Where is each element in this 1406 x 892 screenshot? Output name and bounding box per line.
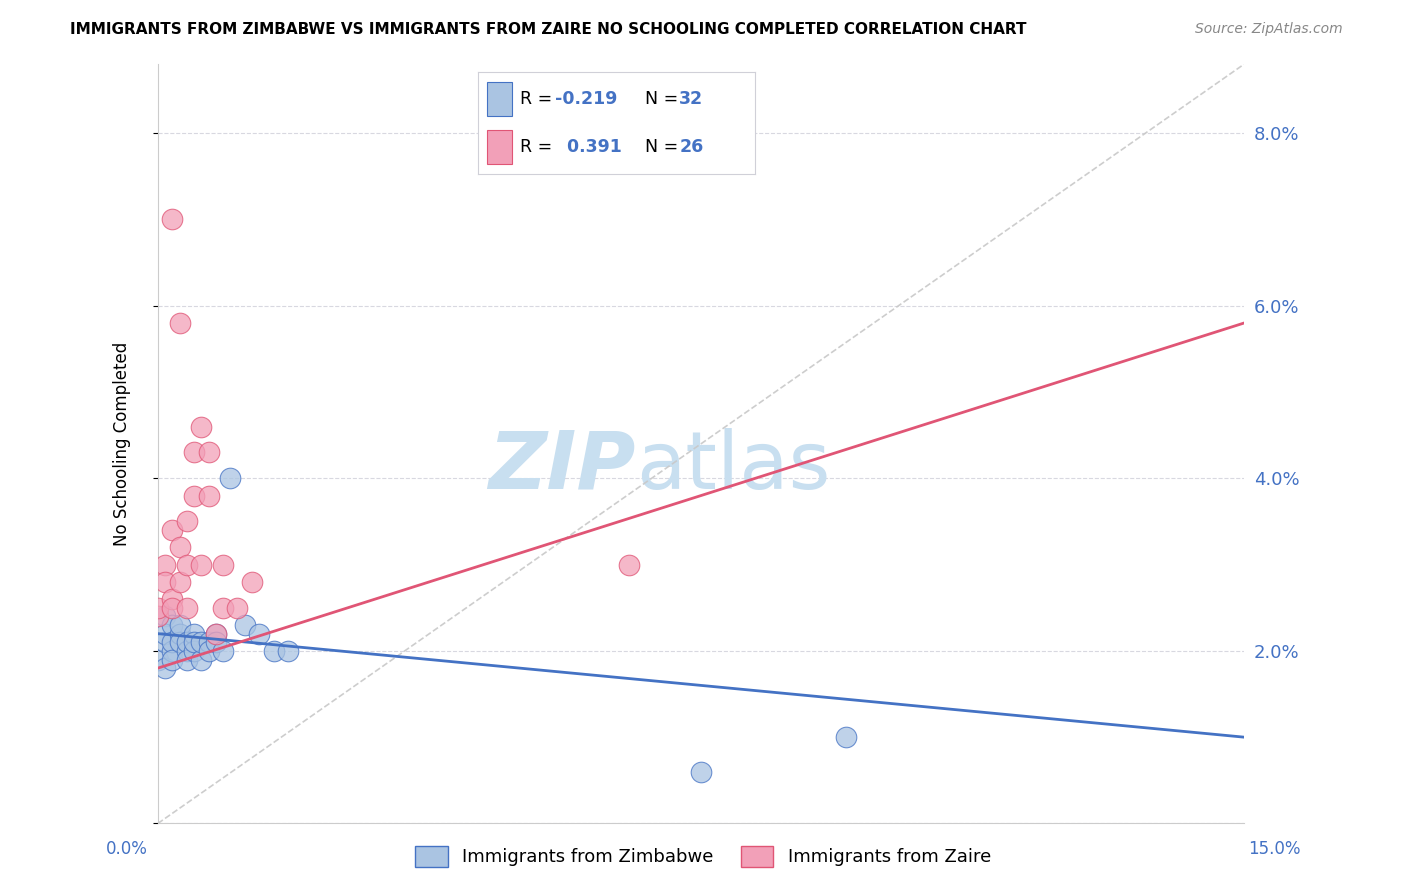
Point [183, 626, 205, 640]
Point [183, 489, 205, 503]
Point [617, 558, 640, 572]
Point [146, 609, 169, 624]
Point [190, 652, 212, 666]
Text: IMMIGRANTS FROM ZIMBABWE VS IMMIGRANTS FROM ZAIRE NO SCHOOLING COMPLETED CORRELA: IMMIGRANTS FROM ZIMBABWE VS IMMIGRANTS F… [70, 22, 1026, 37]
Point [146, 652, 169, 666]
Point [204, 626, 226, 640]
Point [153, 626, 176, 640]
Point [162, 592, 184, 607]
Point [190, 419, 212, 434]
Point [153, 609, 176, 624]
Point [153, 661, 176, 675]
Point [176, 515, 198, 529]
Text: 0.0%: 0.0% [105, 840, 148, 858]
Point [153, 635, 176, 649]
Text: atlas: atlas [636, 427, 830, 506]
Point [146, 600, 169, 615]
Text: Source: ZipAtlas.com: Source: ZipAtlas.com [1195, 22, 1343, 37]
Point [219, 471, 242, 485]
Point [169, 635, 191, 649]
Point [162, 618, 184, 632]
Point [169, 626, 191, 640]
Point [197, 445, 219, 459]
Point [204, 626, 226, 640]
Text: ZIP: ZIP [488, 427, 636, 506]
Legend: Immigrants from Zimbabwe, Immigrants from Zaire: Immigrants from Zimbabwe, Immigrants fro… [408, 838, 998, 874]
Point [183, 644, 205, 658]
Point [162, 212, 184, 227]
Point [169, 574, 191, 589]
Text: 15.0%: 15.0% [1249, 840, 1301, 858]
Point [176, 644, 198, 658]
Point [176, 558, 198, 572]
Point [190, 635, 212, 649]
Point [183, 635, 205, 649]
Point [162, 635, 184, 649]
Point [690, 764, 713, 779]
Point [247, 626, 270, 640]
Point [212, 644, 235, 658]
Point [153, 574, 176, 589]
Point [835, 730, 858, 744]
Point [176, 635, 198, 649]
Point [226, 600, 249, 615]
Point [169, 618, 191, 632]
Point [169, 316, 191, 330]
Point [162, 644, 184, 658]
Point [162, 652, 184, 666]
Y-axis label: No Schooling Completed: No Schooling Completed [114, 342, 131, 546]
Point [197, 644, 219, 658]
Point [190, 558, 212, 572]
Point [277, 644, 299, 658]
Point [240, 574, 263, 589]
Point [153, 558, 176, 572]
Point [197, 635, 219, 649]
Point [176, 600, 198, 615]
Point [212, 600, 235, 615]
Point [162, 600, 184, 615]
Point [233, 618, 256, 632]
Point [197, 489, 219, 503]
Point [176, 652, 198, 666]
Point [204, 635, 226, 649]
Point [162, 523, 184, 537]
Point [183, 445, 205, 459]
Point [212, 558, 235, 572]
Point [263, 644, 285, 658]
Point [169, 541, 191, 555]
